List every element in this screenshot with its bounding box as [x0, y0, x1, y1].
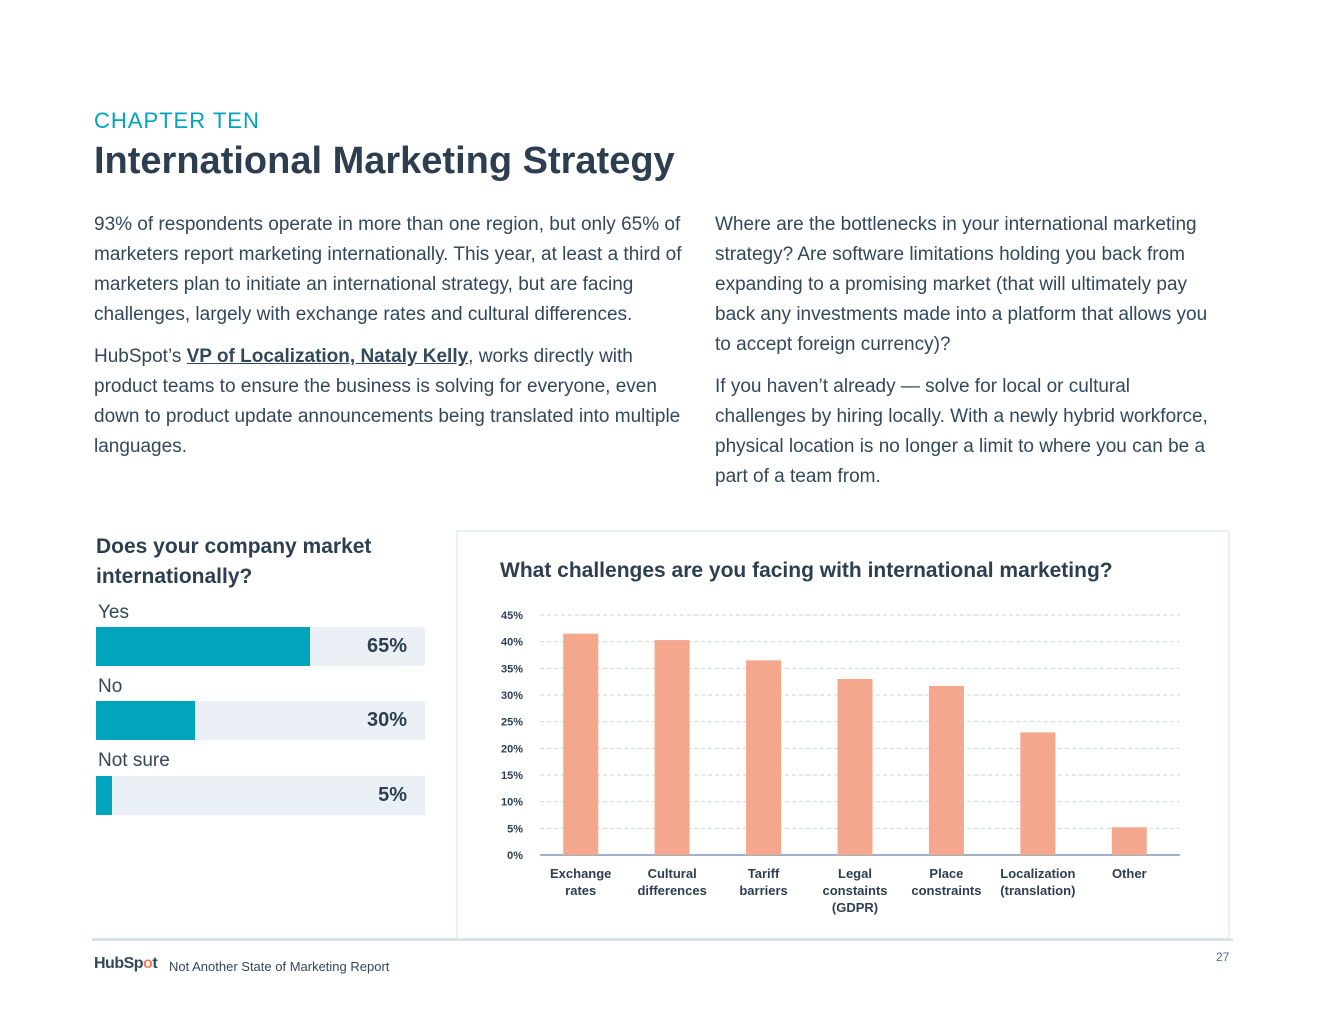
- x-label-5-1: (translation): [1000, 883, 1075, 898]
- bar-fill-0: [96, 627, 310, 666]
- y-tick-label-3: 15%: [501, 770, 523, 782]
- right-column: Where are the bottlenecks in your intern…: [715, 210, 1215, 504]
- left-paragraph-2-post: , works directly with product teams to e…: [94, 346, 681, 457]
- bar-label-2: Not sure: [98, 750, 170, 771]
- y-tick-label-6: 30%: [501, 690, 523, 702]
- bar-value-2: 5%: [378, 784, 407, 806]
- hubspot-logo: HubSpot: [94, 955, 158, 972]
- chart-title: What challenges are you facing with inte…: [500, 559, 1113, 582]
- challenges-bar-chart: 0% 5% 10% 15% 20% 25% 30% 35% 40% 45% Exchange rate…: [501, 610, 1180, 915]
- x-label-2-1: barriers: [739, 883, 787, 898]
- bar-track-2: 5%: [96, 776, 425, 815]
- x-label-2-0: Tariff: [748, 866, 780, 881]
- y-tick-label-2: 10%: [501, 797, 523, 809]
- x-label-1-1: differences: [637, 883, 706, 898]
- x-label-3-0: Legal: [838, 866, 872, 881]
- bar-2: [746, 660, 782, 855]
- bar-fill-1: [96, 701, 195, 740]
- right-paragraph-2: If you haven’t already — solve for local…: [715, 376, 1208, 487]
- footer-divider: [92, 938, 1233, 941]
- chapter-label: CHAPTER TEN: [94, 108, 260, 133]
- right-paragraph-1: Where are the bottlenecks in your intern…: [715, 214, 1208, 355]
- bar-5: [1020, 732, 1056, 855]
- bar-fill-2: [96, 776, 113, 815]
- left-paragraph-2: HubSpot’s VP of Localization, Nataly Kel…: [94, 342, 684, 462]
- bar-track-1: 30%: [96, 701, 425, 740]
- left-paragraph-2-pre: HubSpot’s: [94, 346, 187, 367]
- bar-value-0: 65%: [366, 635, 407, 657]
- y-tick-label-0: 0%: [507, 850, 523, 862]
- page-number: 27: [1216, 950, 1230, 964]
- bar-label-1: No: [98, 676, 123, 697]
- bar-3: [837, 679, 873, 855]
- y-tick-label-4: 20%: [501, 743, 523, 755]
- bar-track-0: 65%: [96, 627, 425, 666]
- x-label-0-1: rates: [565, 883, 596, 898]
- survey-question-title: Does your company market internationally…: [96, 535, 372, 588]
- y-tick-label-5: 25%: [501, 717, 523, 729]
- report-name: Not Another State of Marketing Report: [169, 959, 390, 974]
- x-label-3-2: (GDPR): [832, 900, 878, 915]
- bar-label-0: Yes: [98, 602, 129, 623]
- y-tick-label-8: 40%: [501, 637, 523, 649]
- y-tick-label-9: 45%: [501, 610, 523, 622]
- x-label-5-0: Localization: [1000, 866, 1075, 881]
- bar-1: [654, 640, 690, 855]
- vp-localization-link[interactable]: VP of Localization, Nataly Kelly: [186, 346, 469, 367]
- y-tick-label-1: 5%: [507, 823, 523, 835]
- x-label-1-0: Cultural: [648, 866, 697, 881]
- bar-4: [928, 685, 964, 855]
- x-label-3-1: constaints: [822, 883, 887, 898]
- bar-value-1: 30%: [366, 709, 407, 731]
- left-column: 93% of respondents operate in more than …: [94, 210, 684, 474]
- left-paragraph-1: 93% of respondents operate in more than …: [94, 214, 682, 325]
- page-title: International Marketing Strategy: [94, 140, 675, 182]
- bar-6: [1111, 827, 1147, 855]
- chart-panel: [456, 530, 1230, 940]
- y-tick-label-7: 35%: [501, 663, 523, 675]
- x-label-0-0: Exchange: [550, 866, 611, 881]
- x-label-6-0: Other: [1112, 866, 1147, 881]
- x-label-4-0: Place: [929, 866, 963, 881]
- x-label-4-1: constraints: [911, 883, 981, 898]
- bar-0: [563, 633, 599, 855]
